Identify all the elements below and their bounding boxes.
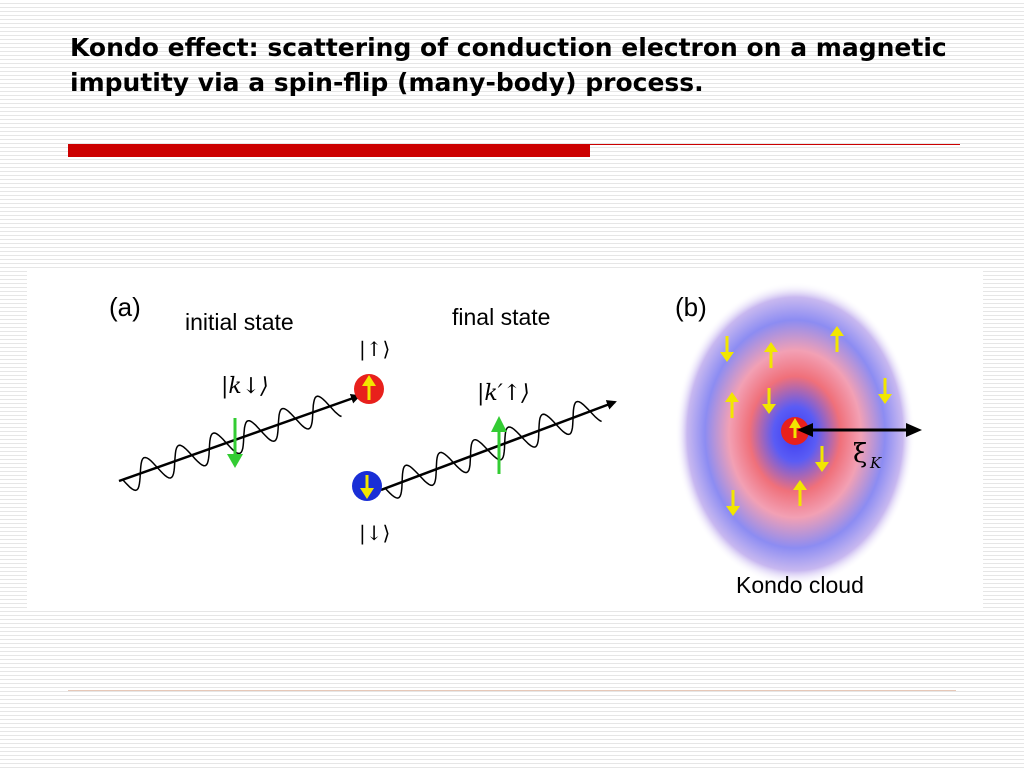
yellow-up-arrow-icon	[830, 326, 844, 352]
yellow-up-arrow-icon	[764, 342, 778, 368]
impurity-spin-up-icon	[354, 374, 384, 404]
green-down-arrow	[227, 418, 243, 468]
green-up-arrow	[491, 416, 507, 474]
ket-spin-up: |↑⟩	[359, 337, 390, 362]
impurity-spin-down-icon	[352, 471, 382, 501]
panel-a-label: (a)	[109, 292, 141, 322]
slide-title: Kondo effect: scattering of conduction e…	[70, 33, 947, 97]
kondo-cloud-caption: Kondo cloud	[736, 572, 864, 598]
correlation-length-arrow	[797, 423, 922, 437]
yellow-down-arrow-icon	[878, 378, 892, 404]
yellow-down-arrow-icon	[720, 336, 734, 362]
yellow-down-arrow-icon	[762, 388, 776, 414]
yellow-down-arrow-icon	[815, 446, 829, 472]
yellow-down-arrow-icon	[726, 490, 740, 516]
xi-subscript: K	[869, 454, 882, 472]
initial-state-label: initial state	[185, 309, 294, 335]
yellow-up-arrow-icon	[725, 392, 739, 418]
kondo-figure: (a) initial state final state |k↓⟩ |k′↑⟩…	[27, 268, 983, 608]
title-accent-line	[590, 144, 960, 145]
central-impurity-icon	[781, 417, 809, 445]
ket-k-prime-up: |k′↑⟩	[477, 381, 530, 406]
incoming-wave	[118, 393, 361, 492]
kondo-diagram: (a) initial state final state |k↓⟩ |k′↑⟩…	[109, 282, 922, 586]
yellow-up-arrow-icon	[793, 480, 807, 506]
footer-divider	[68, 690, 956, 691]
final-state-label: final state	[452, 304, 550, 330]
xi-symbol: ξ	[853, 439, 867, 469]
panel-b-label: (b)	[675, 292, 707, 322]
cloud-spin-arrows	[720, 326, 892, 516]
ket-spin-down: |↓⟩	[359, 521, 390, 546]
title-accent-bar	[68, 144, 590, 157]
ket-k-down: |k↓⟩	[221, 374, 269, 399]
